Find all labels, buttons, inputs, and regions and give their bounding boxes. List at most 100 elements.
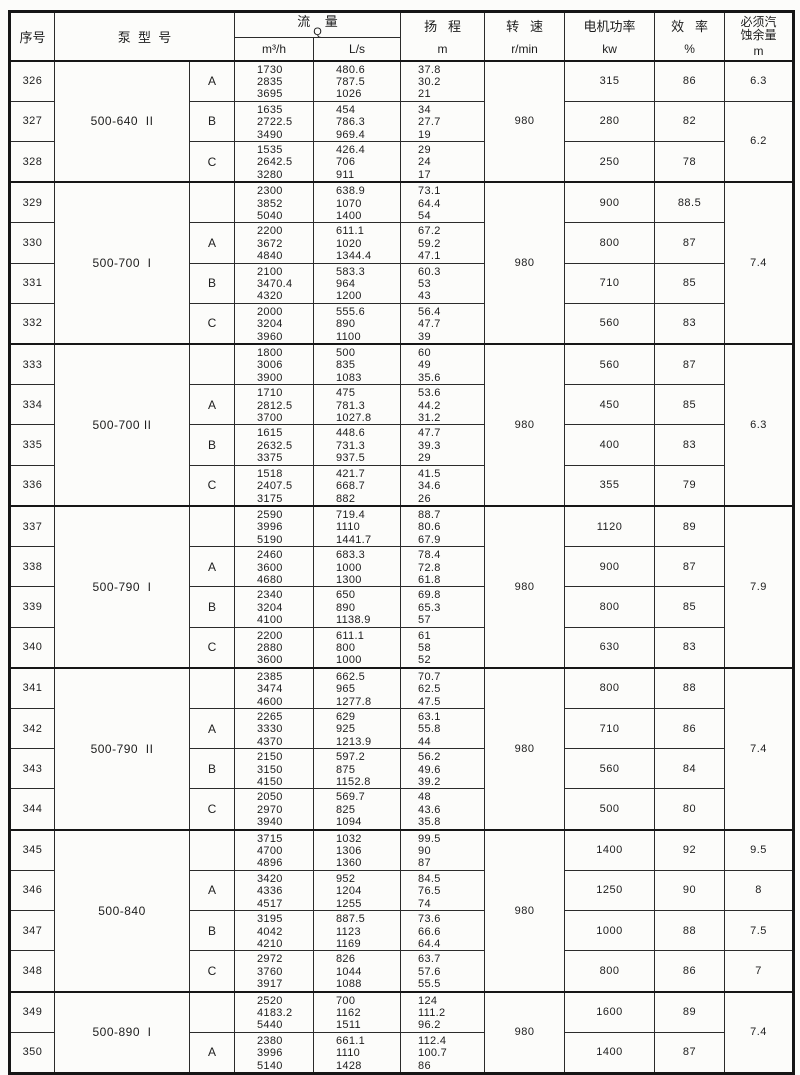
power-cell: 315 bbox=[564, 59, 656, 102]
header-speed: 转 速 r/min bbox=[484, 11, 566, 62]
serial-cell: 341 bbox=[9, 666, 55, 709]
flow-m3h-cell: 2385 3474 4600 bbox=[234, 666, 315, 709]
table-row: 348 C 2972 3760 3917 826 1044 1088 63.7 57.6… bbox=[9, 950, 795, 993]
head-cell: 112.4 100.7 86 bbox=[400, 1031, 486, 1074]
power-cell: 800 bbox=[564, 666, 656, 709]
efficiency-cell: 86 bbox=[654, 950, 726, 993]
efficiency-cell: 82 bbox=[654, 100, 726, 142]
flow-m3h-cell: 2460 3600 4680 bbox=[234, 546, 315, 588]
header-efficiency-label: 效 率 bbox=[671, 19, 708, 35]
header-head: 扬 程 m bbox=[400, 11, 486, 62]
head-cell: 73.1 64.4 54 bbox=[400, 181, 486, 224]
efficiency-cell: 87 bbox=[654, 343, 726, 386]
model-cell: 500-790 I bbox=[54, 504, 190, 669]
flow-m3h-cell: 3420 4336 4517 bbox=[234, 869, 315, 912]
power-cell: 710 bbox=[564, 262, 656, 304]
flow-m3h-cell: 2265 3330 4370 bbox=[234, 707, 315, 750]
npsh-cell: 7.5 bbox=[724, 910, 795, 952]
flow-ls-cell: 480.6 787.5 1026 bbox=[313, 59, 402, 102]
table-row: 329 500-700 I 2300 3852 5040 638.9 1070 140… bbox=[9, 181, 795, 345]
header-flow-q: Q bbox=[313, 26, 322, 38]
header-efficiency-unit: % bbox=[684, 42, 695, 57]
npsh-cell: 7.9 bbox=[724, 504, 795, 669]
npsh-cell: 8 bbox=[724, 869, 795, 912]
header-serial-label: 序号 bbox=[19, 29, 46, 45]
flow-m3h-cell: 2200 3672 4840 bbox=[234, 222, 315, 264]
serial-cell: 347 bbox=[9, 910, 55, 952]
header-power-unit: kw bbox=[602, 42, 617, 57]
header-power: 电机功率 kw bbox=[564, 11, 656, 62]
flow-ls-cell: 662.5 965 1277.8 bbox=[313, 666, 402, 709]
serial-cell: 342 bbox=[9, 707, 55, 750]
speed-cell: 980 bbox=[484, 990, 566, 1074]
variant-cell bbox=[188, 990, 236, 1033]
table-body: 326 500-640 II A 1730 2835 3695 480.6 787.5 … bbox=[9, 59, 795, 1074]
head-cell: 37.8 30.2 21 bbox=[400, 59, 486, 102]
table-row: 346 A 3420 4336 4517 952 1204 1255 84.5 76.5… bbox=[9, 869, 795, 912]
variant-cell bbox=[188, 666, 236, 709]
head-cell: 53.6 44.2 31.2 bbox=[400, 384, 486, 426]
power-cell: 800 bbox=[564, 950, 656, 993]
header-flow-m3h-label: m³/h bbox=[262, 41, 287, 56]
table-row: 344 C 2050 2970 3940 569.7 825 1094 48 43.6 … bbox=[9, 788, 794, 831]
flow-ls-cell: 1032 1306 1360 bbox=[313, 828, 402, 871]
speed-cell: 980 bbox=[484, 343, 566, 507]
header-power-label: 电机功率 bbox=[583, 19, 636, 35]
variant-cell: B bbox=[188, 748, 236, 790]
table-header: 序号 泵 型 号 流 量 Q 扬 程 m 转 速 bbox=[9, 11, 795, 62]
serial-cell: 345 bbox=[9, 828, 55, 871]
power-cell: 900 bbox=[564, 546, 656, 588]
flow-ls-cell: 555.6 890 1100 bbox=[313, 302, 402, 345]
flow-m3h-cell: 1615 2632.5 3375 bbox=[234, 424, 315, 466]
variant-cell bbox=[188, 343, 236, 386]
header-model: 泵 型 号 bbox=[53, 11, 236, 62]
serial-cell: 340 bbox=[9, 626, 55, 669]
efficiency-cell: 89 bbox=[654, 504, 726, 548]
serial-cell: 327 bbox=[9, 100, 55, 142]
header-flow: 流 量 Q bbox=[234, 11, 402, 38]
power-cell: 630 bbox=[564, 626, 656, 669]
flow-m3h-cell: 1800 3006 3900 bbox=[234, 343, 315, 386]
header-model-label: 泵 型 号 bbox=[117, 29, 172, 45]
variant-cell: B bbox=[188, 100, 236, 142]
power-cell: 250 bbox=[564, 140, 656, 183]
head-cell: 41.5 34.6 26 bbox=[400, 464, 486, 507]
npsh-cell: 7.4 bbox=[724, 666, 795, 831]
serial-cell: 338 bbox=[9, 546, 55, 588]
serial-cell: 350 bbox=[9, 1031, 55, 1074]
table-row: 328 C 1535 2642.5 3280 426.4 706 911 29 24 1… bbox=[9, 140, 794, 183]
npsh-cell: 6.3 bbox=[724, 59, 795, 102]
power-cell: 800 bbox=[564, 586, 656, 628]
flow-ls-cell: 611.1 800 1000 bbox=[313, 626, 402, 669]
variant-cell: A bbox=[188, 546, 236, 588]
head-cell: 60.3 53 43 bbox=[400, 262, 486, 304]
serial-cell: 331 bbox=[9, 262, 55, 304]
flow-ls-cell: 426.4 706 911 bbox=[313, 140, 402, 183]
variant-cell: B bbox=[188, 262, 236, 304]
efficiency-cell: 87 bbox=[654, 1031, 726, 1074]
flow-m3h-cell: 2972 3760 3917 bbox=[234, 950, 315, 993]
header-flow-ls: L/s bbox=[313, 37, 402, 62]
head-cell: 99.5 90 87 bbox=[400, 828, 486, 871]
head-cell: 78.4 72.8 61.8 bbox=[400, 546, 486, 588]
efficiency-cell: 83 bbox=[654, 626, 726, 669]
flow-ls-cell: 700 1162 1511 bbox=[313, 990, 402, 1033]
variant-cell: A bbox=[188, 869, 236, 912]
variant-cell: A bbox=[188, 384, 236, 426]
header-npsh-label-2: 蚀余量 bbox=[740, 27, 777, 42]
table-row: 335 B 1615 2632.5 3375 448.6 731.3 937.5 47.… bbox=[9, 424, 794, 466]
head-cell: 67.2 59.2 47.1 bbox=[400, 222, 486, 264]
speed-cell: 980 bbox=[484, 59, 566, 183]
flow-m3h-cell: 1710 2812.5 3700 bbox=[234, 384, 315, 426]
head-cell: 124 111.2 96.2 bbox=[400, 990, 486, 1033]
head-cell: 63.1 55.8 44 bbox=[400, 707, 486, 750]
npsh-cell: 7.4 bbox=[724, 990, 795, 1074]
flow-m3h-cell: 2100 3470.4 4320 bbox=[234, 262, 315, 304]
table-row: 331 B 2100 3470.4 4320 583.3 964 1200 60.3 5… bbox=[9, 262, 794, 304]
variant-cell: B bbox=[188, 910, 236, 952]
efficiency-cell: 87 bbox=[654, 546, 726, 588]
flow-ls-cell: 597.2 875 1152.8 bbox=[313, 748, 402, 790]
speed-cell: 980 bbox=[484, 666, 566, 831]
model-cell: 500-790 II bbox=[54, 666, 190, 831]
speed-cell: 980 bbox=[484, 504, 566, 669]
